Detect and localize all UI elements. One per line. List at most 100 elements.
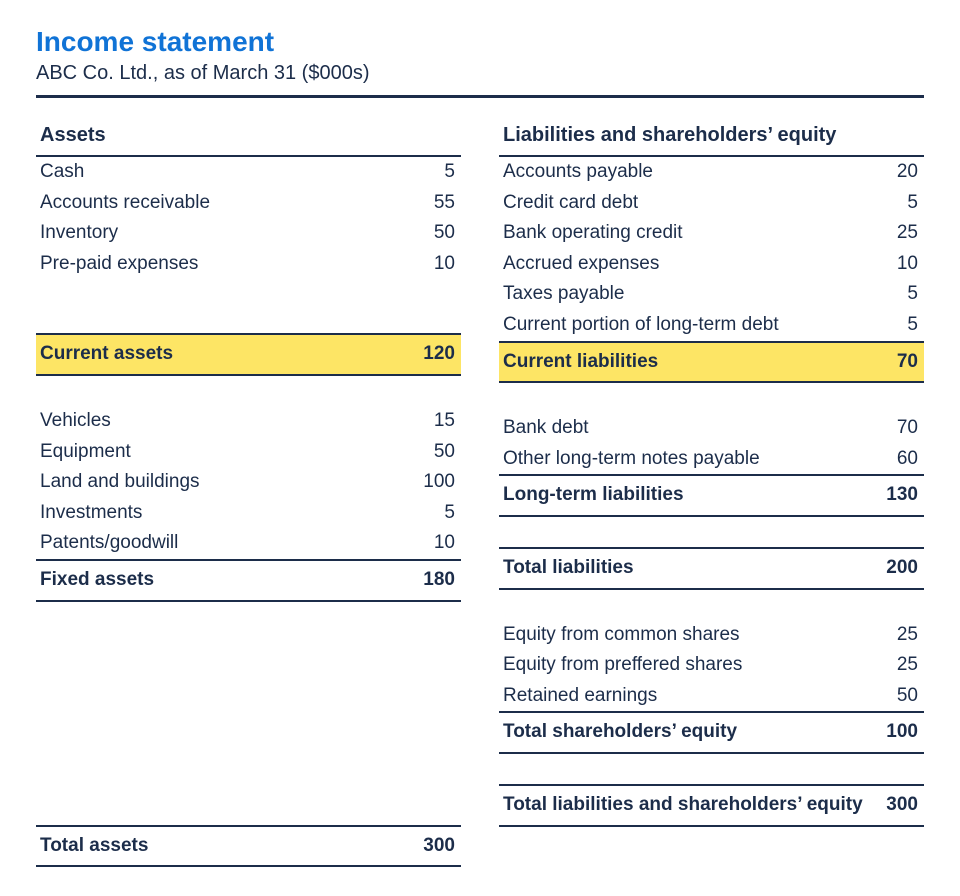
header-rule [36, 95, 924, 98]
row-label: Equity from common shares [503, 622, 868, 649]
row-value: 50 [868, 683, 918, 710]
spacer [499, 383, 924, 413]
table-row: Land and buildings 100 [36, 467, 461, 498]
table-row: Bank operating credit 25 [499, 218, 924, 249]
total-assets: Total assets 300 [36, 825, 461, 868]
row-value: 5 [868, 312, 918, 339]
table-row: Pre-paid expenses 10 [36, 249, 461, 280]
row-label: Current assets [40, 337, 405, 372]
table-row: Credit card debt 5 [499, 188, 924, 219]
row-label: Land and buildings [40, 469, 405, 496]
row-label: Other long-term notes payable [503, 446, 868, 473]
row-label: Equity from preffered shares [503, 652, 868, 679]
total-equity-subtotal: Total shareholders’ equity 100 [499, 711, 924, 754]
row-label: Cash [40, 159, 405, 186]
row-label: Credit card debt [503, 190, 868, 217]
fixed-assets-subtotal: Fixed assets 180 [36, 559, 461, 602]
table-row: Retained earnings 50 [499, 681, 924, 712]
table-row: Investments 5 [36, 498, 461, 529]
row-label: Current portion of long-term debt [503, 312, 868, 339]
long-term-liabilities-subtotal: Long-term liabilities 130 [499, 474, 924, 517]
row-value: 5 [868, 190, 918, 217]
row-label: Accrued expenses [503, 251, 868, 278]
row-value: 25 [868, 622, 918, 649]
row-value: 180 [405, 567, 455, 594]
spacer [499, 590, 924, 620]
row-value: 70 [868, 415, 918, 442]
row-label: Investments [40, 500, 405, 527]
row-value: 60 [868, 446, 918, 473]
table-row: Accrued expenses 10 [499, 249, 924, 280]
table-row: Accounts payable 20 [499, 157, 924, 188]
row-label: Fixed assets [40, 567, 405, 594]
spacer [36, 376, 461, 406]
current-assets-subtotal: Current assets 120 [36, 333, 461, 376]
table-row: Cash 5 [36, 157, 461, 188]
row-value: 55 [405, 190, 455, 217]
table-row: Equity from preffered shares 25 [499, 650, 924, 681]
row-label: Long-term liabilities [503, 482, 868, 509]
row-label: Current liabilities [503, 345, 868, 380]
row-label: Accounts receivable [40, 190, 405, 217]
row-label: Total liabilities and shareholders’ equi… [503, 792, 868, 819]
row-value: 130 [868, 482, 918, 509]
row-value: 25 [868, 220, 918, 247]
row-value: 300 [868, 792, 918, 819]
table-row: Equipment 50 [36, 437, 461, 468]
table-row: Other long-term notes payable 60 [499, 444, 924, 475]
spacer [36, 279, 461, 306]
row-value: 20 [868, 159, 918, 186]
row-label: Bank debt [503, 415, 868, 442]
row-value: 50 [405, 439, 455, 466]
row-value: 120 [405, 337, 455, 372]
row-label: Bank operating credit [503, 220, 868, 247]
assets-head: Assets [36, 120, 461, 157]
total-liabilities-and-equity: Total liabilities and shareholders’ equi… [499, 784, 924, 827]
row-label: Total shareholders’ equity [503, 719, 868, 746]
table-row: Inventory 50 [36, 218, 461, 249]
row-value: 300 [405, 833, 455, 860]
row-value: 70 [868, 345, 918, 380]
row-label: Retained earnings [503, 683, 868, 710]
total-liabilities-subtotal: Total liabilities 200 [499, 547, 924, 590]
spacer [36, 602, 461, 825]
row-value: 10 [405, 251, 455, 278]
row-value: 25 [868, 652, 918, 679]
row-label: Taxes payable [503, 281, 868, 308]
page-subtitle: ABC Co. Ltd., as of March 31 ($000s) [36, 62, 924, 85]
table-row: Current portion of long-term debt 5 [499, 310, 924, 341]
current-liabilities-subtotal: Current liabilities 70 [499, 341, 924, 384]
spacer [36, 306, 461, 333]
row-label: Accounts payable [503, 159, 868, 186]
row-label: Inventory [40, 220, 405, 247]
row-label: Pre-paid expenses [40, 251, 405, 278]
page-title: Income statement [36, 26, 924, 58]
row-value: 50 [405, 220, 455, 247]
spacer [499, 517, 924, 547]
row-value: 5 [405, 159, 455, 186]
balance-sheet-columns: Assets Cash 5 Accounts receivable 55 Inv… [36, 120, 924, 867]
row-label: Total assets [40, 833, 405, 860]
row-label: Total liabilities [503, 555, 868, 582]
row-value: 5 [405, 500, 455, 527]
row-value: 10 [868, 251, 918, 278]
row-value: 10 [405, 530, 455, 557]
row-value: 100 [868, 719, 918, 746]
row-value: 100 [405, 469, 455, 496]
row-value: 5 [868, 281, 918, 308]
liabilities-column: Liabilities and shareholders’ equity Acc… [499, 120, 924, 827]
row-value: 15 [405, 408, 455, 435]
row-label: Patents/goodwill [40, 530, 405, 557]
table-row: Vehicles 15 [36, 406, 461, 437]
table-row: Taxes payable 5 [499, 279, 924, 310]
liabilities-head: Liabilities and shareholders’ equity [499, 120, 924, 157]
table-row: Bank debt 70 [499, 413, 924, 444]
row-value: 200 [868, 555, 918, 582]
row-label: Vehicles [40, 408, 405, 435]
spacer [499, 754, 924, 784]
table-row: Accounts receivable 55 [36, 188, 461, 219]
row-label: Equipment [40, 439, 405, 466]
table-row: Patents/goodwill 10 [36, 528, 461, 559]
table-row: Equity from common shares 25 [499, 620, 924, 651]
assets-column: Assets Cash 5 Accounts receivable 55 Inv… [36, 120, 461, 867]
